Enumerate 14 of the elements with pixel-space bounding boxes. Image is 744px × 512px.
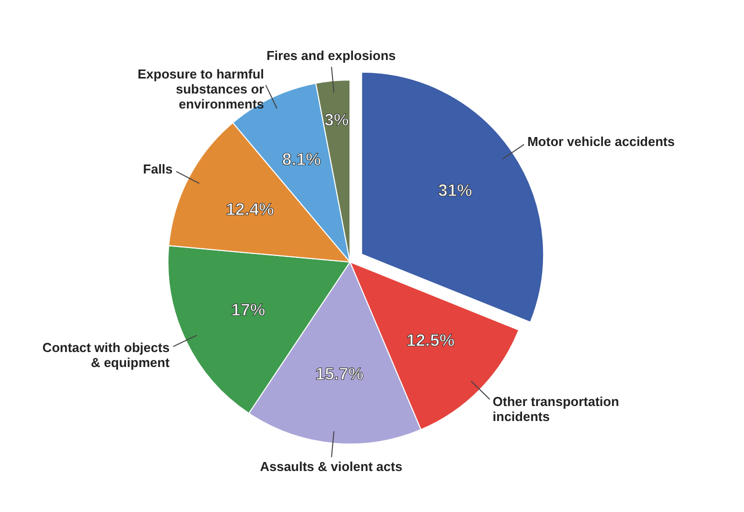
slice-label: Falls [143,162,173,177]
slice-label: Assaults & violent acts [260,459,402,474]
slice-label: Motor vehicle accidents [527,134,675,150]
data-label: 12.4% [226,200,274,219]
slice-label: Fires and explosions [266,48,396,63]
data-label: 3% [324,110,349,130]
data-label: 8.1% [282,150,321,170]
slice-label: Exposure to harmful substances or environments [138,66,264,112]
data-label: 15.7% [315,364,364,384]
data-label: 17% [231,300,266,320]
slice-label: Contact with objects & equipment [42,340,170,370]
slice-label: Other transportation incidents [492,394,620,424]
data-label: 31% [438,181,472,200]
data-label: 12.5% [406,331,455,350]
